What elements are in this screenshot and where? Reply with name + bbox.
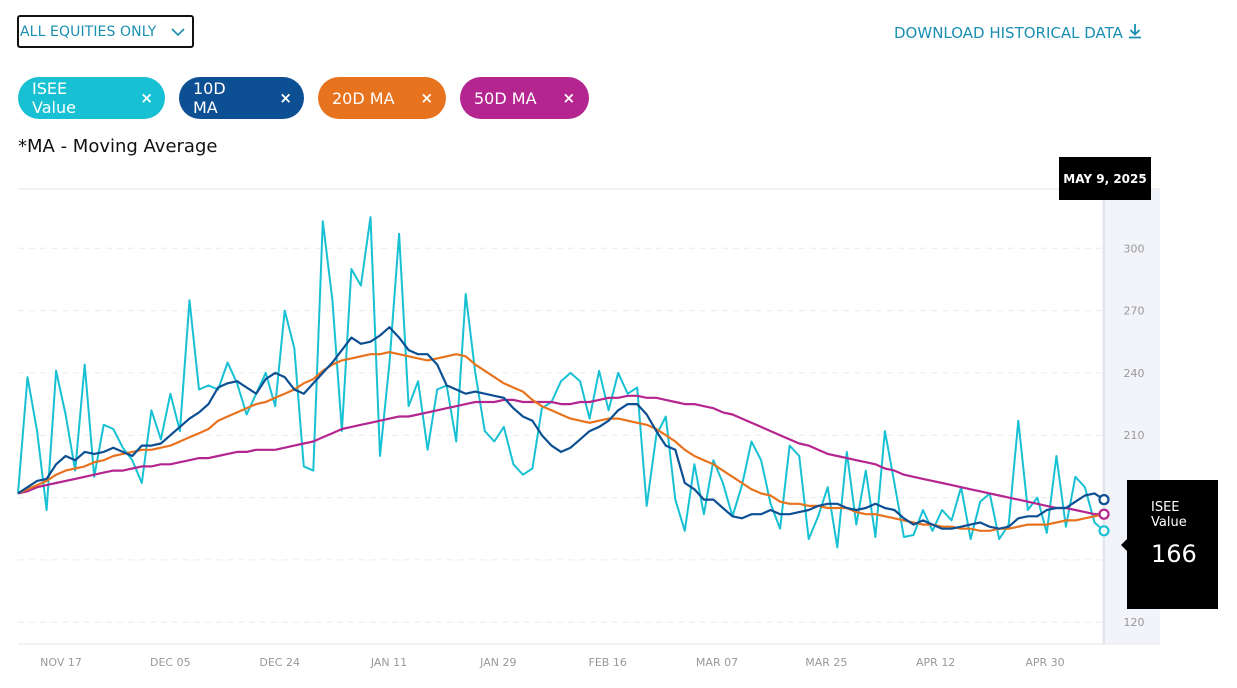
x-tick-label: APR 12 bbox=[916, 656, 955, 669]
tooltip-pointer bbox=[1121, 539, 1127, 551]
moving-average-footnote: *MA - Moving Average bbox=[18, 136, 218, 157]
y-tick-label: 210 bbox=[1124, 429, 1145, 442]
10d-ma-marker bbox=[1098, 494, 1110, 506]
y-tick-label: 240 bbox=[1124, 367, 1145, 380]
close-icon[interactable]: × bbox=[140, 89, 153, 107]
chip-10d-ma[interactable]: 10D MA × bbox=[179, 77, 304, 119]
download-label: DOWNLOAD HISTORICAL DATA bbox=[894, 24, 1123, 42]
x-tick-label: DEC 24 bbox=[259, 656, 300, 669]
x-tick-label: APR 30 bbox=[1025, 656, 1064, 669]
tooltip-value: 166 bbox=[1151, 540, 1197, 568]
x-tick-label: FEB 16 bbox=[589, 656, 627, 669]
isee-line-chart[interactable]: 120 210 240 270 300 NOV 17 DEC 05 DEC 24 JAN 11 J… bbox=[0, 150, 1237, 688]
isee-value-line[interactable] bbox=[17, 216, 1105, 549]
y-tick-label: 300 bbox=[1124, 242, 1145, 255]
x-tick-label: NOV 17 bbox=[40, 656, 82, 669]
chip-label: 50D MA bbox=[474, 88, 537, 108]
x-tick-label: MAR 25 bbox=[805, 656, 847, 669]
tooltip-series-label: ISEE Value bbox=[1151, 500, 1187, 530]
y-tick-label: 120 bbox=[1124, 616, 1145, 629]
y-tick-label: 270 bbox=[1124, 305, 1145, 318]
10d-ma-line[interactable] bbox=[17, 326, 1105, 530]
50d-ma-line[interactable] bbox=[17, 394, 1104, 516]
hover-value-tooltip: ISEE Value 166 bbox=[1121, 480, 1218, 609]
chip-50d-ma[interactable]: 50D MA × bbox=[460, 77, 589, 119]
chip-label: 20D MA bbox=[332, 88, 395, 108]
close-icon[interactable]: × bbox=[420, 89, 434, 107]
chip-20d-ma[interactable]: 20D MA × bbox=[318, 77, 446, 119]
hover-date-tooltip: MAY 9, 2025 bbox=[1059, 157, 1151, 200]
chip-isee-value[interactable]: ISEE Value × bbox=[18, 77, 165, 119]
x-tick-label: DEC 05 bbox=[150, 656, 191, 669]
chevron-down-icon bbox=[170, 24, 186, 44]
x-tick-label: MAR 07 bbox=[696, 656, 738, 669]
x-tick-label: JAN 11 bbox=[370, 656, 407, 669]
isee-value-marker bbox=[1098, 525, 1110, 537]
50d-ma-marker bbox=[1098, 508, 1110, 520]
x-tick-label: JAN 29 bbox=[479, 656, 516, 669]
close-icon[interactable]: × bbox=[279, 89, 292, 107]
chip-label: ISEE Value bbox=[32, 79, 76, 117]
equities-filter-dropdown[interactable]: ALL EQUITIES ONLY bbox=[17, 15, 194, 48]
series-legend: ISEE Value × 10D MA × 20D MA × 50D MA × bbox=[18, 77, 589, 119]
close-icon[interactable]: × bbox=[562, 89, 576, 107]
chip-label: 10D MA bbox=[193, 79, 226, 117]
20d-ma-line[interactable] bbox=[17, 351, 1105, 532]
download-historical-data-link[interactable]: DOWNLOAD HISTORICAL DATA bbox=[894, 22, 1142, 44]
download-icon bbox=[1128, 23, 1142, 43]
equities-filter-label: ALL EQUITIES ONLY bbox=[20, 23, 157, 40]
